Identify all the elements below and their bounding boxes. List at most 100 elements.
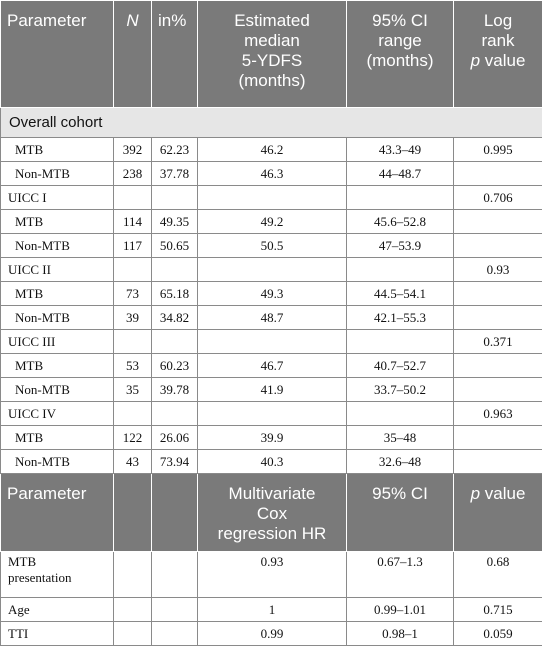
cell-p-value: 0.706 bbox=[453, 185, 542, 210]
cell-n: 114 bbox=[113, 209, 152, 234]
cell-empty bbox=[151, 597, 198, 622]
header-cox-hr: Multivariate Cox regression HR bbox=[197, 473, 347, 552]
cell-parameter: MTB bbox=[0, 137, 114, 162]
header-empty bbox=[151, 473, 198, 552]
cell-n: 238 bbox=[113, 161, 152, 186]
cell-in-percent: 39.78 bbox=[151, 377, 198, 402]
results-table: Parameter N in% Estimated median 5-YDFS … bbox=[0, 0, 542, 646]
header-n: N bbox=[113, 0, 152, 108]
cell-p-value bbox=[453, 377, 542, 402]
cell-p-value: 0.963 bbox=[453, 401, 542, 426]
cell-n bbox=[113, 329, 152, 354]
cell-p-value: 0.93 bbox=[453, 257, 542, 282]
cell-p-value bbox=[453, 161, 542, 186]
cell-p-value bbox=[453, 233, 542, 258]
cell-in-percent: 26.06 bbox=[151, 425, 198, 450]
cell-parameter: Non-MTB bbox=[0, 161, 114, 186]
cell-parameter: Age bbox=[0, 597, 114, 622]
cell-p-value bbox=[453, 305, 542, 330]
cell-median: 46.3 bbox=[197, 161, 347, 186]
cell-in-percent: 50.65 bbox=[151, 233, 198, 258]
cell-median: 50.5 bbox=[197, 233, 347, 258]
cell-in-percent bbox=[151, 401, 198, 426]
cell-n bbox=[113, 185, 152, 210]
table-row: MTB 53 60.23 46.7 40.7–52.7 bbox=[0, 353, 542, 378]
cell-n: 117 bbox=[113, 233, 152, 258]
cell-ci: 0.98–1 bbox=[346, 621, 454, 646]
table-row: Non-MTB 117 50.65 50.5 47–53.9 bbox=[0, 233, 542, 258]
cell-p-value bbox=[453, 209, 542, 234]
cell-empty bbox=[151, 621, 198, 646]
cell-parameter: UICC IV bbox=[0, 401, 114, 426]
cell-ci-range: 44–48.7 bbox=[346, 161, 454, 186]
cell-p-value bbox=[453, 449, 542, 474]
cell-p-value: 0.371 bbox=[453, 329, 542, 354]
cell-p-value bbox=[453, 281, 542, 306]
cell-ci-range: 40.7–52.7 bbox=[346, 353, 454, 378]
cell-ci-range bbox=[346, 329, 454, 354]
cell-parameter: UICC III bbox=[0, 329, 114, 354]
section-label: Overall cohort bbox=[0, 107, 542, 138]
cell-n: 43 bbox=[113, 449, 152, 474]
table-row: Non-MTB 39 34.82 48.7 42.1–55.3 bbox=[0, 305, 542, 330]
cell-parameter: Non-MTB bbox=[0, 233, 114, 258]
cell-median: 46.2 bbox=[197, 137, 347, 162]
cell-p-value bbox=[453, 353, 542, 378]
cell-in-percent: 62.23 bbox=[151, 137, 198, 162]
header-ci-2: 95% CI bbox=[346, 473, 454, 552]
cell-ci-range bbox=[346, 257, 454, 282]
cell-n: 53 bbox=[113, 353, 152, 378]
header-estimated-median: Estimated median 5-YDFS (months) bbox=[197, 0, 347, 108]
header-log-rank-p: Log rank p value bbox=[453, 0, 542, 108]
table2-header-row: Parameter Multivariate Cox regression HR 95%… bbox=[0, 473, 542, 552]
cell-n: 392 bbox=[113, 137, 152, 162]
cell-parameter: Non-MTB bbox=[0, 305, 114, 330]
cell-parameter: UICC I bbox=[0, 185, 114, 210]
cell-median: 46.7 bbox=[197, 353, 347, 378]
cell-hr: 0.99 bbox=[197, 621, 347, 646]
header-in-percent: in% bbox=[151, 0, 198, 108]
cell-parameter: MTB bbox=[0, 209, 114, 234]
table-row: Non-MTB 35 39.78 41.9 33.7–50.2 bbox=[0, 377, 542, 402]
cell-in-percent: 34.82 bbox=[151, 305, 198, 330]
cell-ci-range: 32.6–48 bbox=[346, 449, 454, 474]
cell-ci-range bbox=[346, 401, 454, 426]
table-row: MTB 114 49.35 49.2 45.6–52.8 bbox=[0, 209, 542, 234]
cell-ci-range bbox=[346, 185, 454, 210]
table1-header-row: Parameter N in% Estimated median 5-YDFS … bbox=[0, 0, 542, 108]
cell-empty bbox=[113, 597, 152, 622]
cell-ci: 0.99–1.01 bbox=[346, 597, 454, 622]
cell-n: 122 bbox=[113, 425, 152, 450]
cell-in-percent: 49.35 bbox=[151, 209, 198, 234]
cell-median: 49.2 bbox=[197, 209, 347, 234]
cell-hr: 1 bbox=[197, 597, 347, 622]
header-p-value-2: p value bbox=[453, 473, 542, 552]
cell-median: 39.9 bbox=[197, 425, 347, 450]
cell-p-value bbox=[453, 425, 542, 450]
cell-in-percent: 65.18 bbox=[151, 281, 198, 306]
cell-ci: 0.67–1.3 bbox=[346, 551, 454, 598]
header-ci-range: 95% CI range (months) bbox=[346, 0, 454, 108]
cell-hr: 0.93 bbox=[197, 551, 347, 598]
table-row: MTB 73 65.18 49.3 44.5–54.1 bbox=[0, 281, 542, 306]
table-row: Age 1 0.99–1.01 0.715 bbox=[0, 597, 542, 622]
cell-median bbox=[197, 329, 347, 354]
section-row-overall-cohort: Overall cohort bbox=[0, 107, 542, 138]
cell-parameter: UICC II bbox=[0, 257, 114, 282]
table-row: Non-MTB 238 37.78 46.3 44–48.7 bbox=[0, 161, 542, 186]
header-parameter-2: Parameter bbox=[0, 473, 114, 552]
cell-ci-range: 47–53.9 bbox=[346, 233, 454, 258]
cell-median: 41.9 bbox=[197, 377, 347, 402]
cell-ci-range: 35–48 bbox=[346, 425, 454, 450]
cell-median: 48.7 bbox=[197, 305, 347, 330]
cell-parameter: Non-MTB bbox=[0, 377, 114, 402]
cell-empty bbox=[113, 621, 152, 646]
cell-parameter: Non-MTB bbox=[0, 449, 114, 474]
cell-in-percent bbox=[151, 185, 198, 210]
table-row: MTB 122 26.06 39.9 35–48 bbox=[0, 425, 542, 450]
cell-median bbox=[197, 401, 347, 426]
cell-p-value: 0.059 bbox=[453, 621, 542, 646]
table-row: MTB presentation 0.93 0.67–1.3 0.68 bbox=[0, 551, 542, 598]
table-row: UICC I 0.706 bbox=[0, 185, 542, 210]
cell-in-percent: 60.23 bbox=[151, 353, 198, 378]
